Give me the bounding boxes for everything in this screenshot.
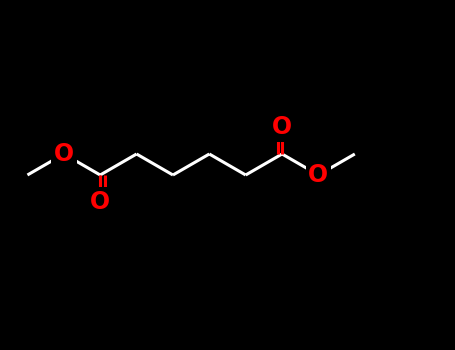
Text: O: O <box>272 115 292 139</box>
Text: O: O <box>308 163 329 187</box>
Text: O: O <box>90 190 110 214</box>
Text: O: O <box>54 142 74 166</box>
